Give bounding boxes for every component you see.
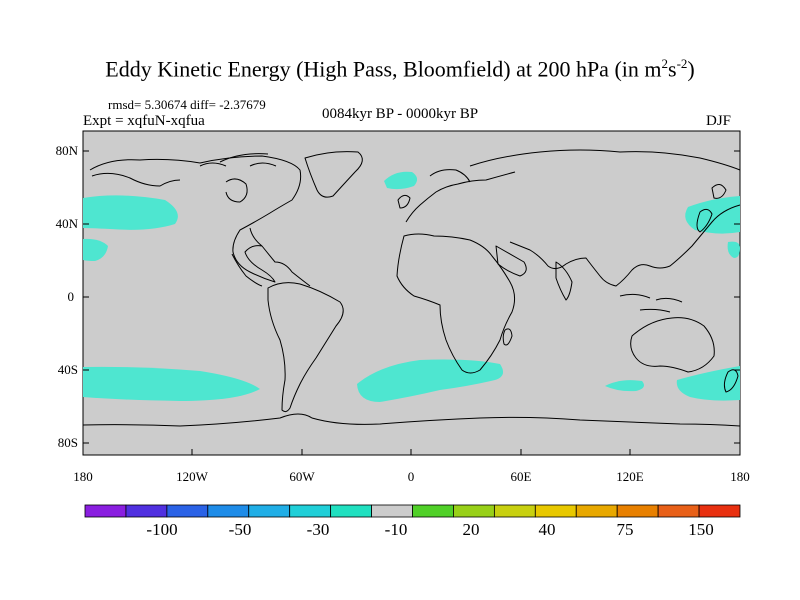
colorbar-box xyxy=(453,504,495,518)
north-pacific-east-patch xyxy=(83,195,178,230)
colorbar-label: -100 xyxy=(146,520,177,539)
stats-label: rmsd= 5.30674 diff= -2.37679 xyxy=(108,97,266,112)
arabian-peninsula xyxy=(495,245,527,277)
hudson-bay xyxy=(225,178,248,203)
north-pacific-west-small-patch xyxy=(727,241,740,258)
antarctica-coast xyxy=(82,413,741,427)
colorbar-box xyxy=(657,504,700,518)
colorbar-label: 20 xyxy=(463,520,480,539)
colorbar-box xyxy=(371,504,413,518)
madagascar xyxy=(502,328,513,346)
colorbar-box xyxy=(125,504,168,518)
south-america-coast xyxy=(267,282,344,413)
colorbar-label: 75 xyxy=(617,520,634,539)
north-america-coast xyxy=(89,155,311,287)
lon-tick-label: 120W xyxy=(176,469,209,484)
lon-tick-labels: 180 120W 60W 0 60E 120E 180 xyxy=(73,469,750,484)
coastlines xyxy=(82,149,741,427)
north-pacific-small-patch xyxy=(83,238,108,261)
southern-pacific-patch xyxy=(83,366,260,401)
lon-tick-label: 0 xyxy=(408,469,415,484)
africa-coast xyxy=(396,233,516,374)
lat-tick-label: 40S xyxy=(58,362,78,377)
indonesia xyxy=(619,293,683,313)
colorbar-box xyxy=(534,504,577,518)
british-isles xyxy=(397,194,411,209)
lat-tick-label: 80N xyxy=(56,143,79,158)
australia-coast xyxy=(630,317,715,373)
period-label: 0084kyr BP - 0000kyr BP xyxy=(321,106,479,122)
colorbar-box xyxy=(207,504,250,518)
lon-axis xyxy=(82,449,741,455)
colorbar-box xyxy=(330,504,372,518)
lat-tick-labels: 80N 40N 0 40S 80S xyxy=(56,143,79,450)
colorbar-labels: -100 -50 -30 -10 20 40 75 150 xyxy=(146,520,713,539)
lon-tick-label: 180 xyxy=(73,469,93,484)
southern-atlantic-patch xyxy=(357,359,504,402)
europe-coast xyxy=(405,169,516,223)
colorbar-label: 40 xyxy=(539,520,556,539)
north-pacific-west-patch xyxy=(685,196,740,234)
lat-tick-label: 40N xyxy=(56,216,79,231)
iceland-patch xyxy=(384,171,418,190)
colorbar-box xyxy=(84,504,127,518)
colorbar-label: -30 xyxy=(307,520,330,539)
lon-tick-label: 120E xyxy=(616,469,644,484)
experiment-label: Expt = xqfuN-xqfua xyxy=(83,113,205,129)
lat-tick-label: 80S xyxy=(58,435,78,450)
canadian-islands xyxy=(199,153,277,167)
southern-indian-far-east-patch xyxy=(676,366,740,401)
colorbar xyxy=(84,504,741,518)
lon-tick-label: 60W xyxy=(289,469,315,484)
colorbar-box xyxy=(698,504,741,518)
colorbar-box xyxy=(575,504,618,518)
colorbar-box xyxy=(248,504,291,518)
anomaly-patches xyxy=(83,171,740,402)
colorbar-box xyxy=(289,504,332,518)
colorbar-box xyxy=(616,504,659,518)
colorbar-box xyxy=(166,504,209,518)
lon-tick-label: 180 xyxy=(730,469,750,484)
colorbar-label: -10 xyxy=(385,520,408,539)
lat-tick-label: 0 xyxy=(68,289,75,304)
colorbar-label: -50 xyxy=(229,520,252,539)
central-america-coast xyxy=(231,253,263,287)
greenland-coast xyxy=(304,151,363,198)
lat-axis xyxy=(83,150,740,444)
southern-indian-east-patch xyxy=(605,380,644,392)
season-label: DJF xyxy=(706,113,732,129)
asia-coast xyxy=(469,149,741,287)
alaska-coast xyxy=(91,172,181,187)
kamchatka xyxy=(711,184,727,199)
lon-tick-label: 60E xyxy=(511,469,532,484)
map-title: Eddy Kinetic Energy (High Pass, Bloomfie… xyxy=(105,56,695,82)
india-coast xyxy=(555,261,573,301)
colorbar-label: 150 xyxy=(688,520,714,539)
colorbar-box xyxy=(493,504,536,518)
colorbar-box xyxy=(412,504,454,518)
japan xyxy=(696,208,713,233)
